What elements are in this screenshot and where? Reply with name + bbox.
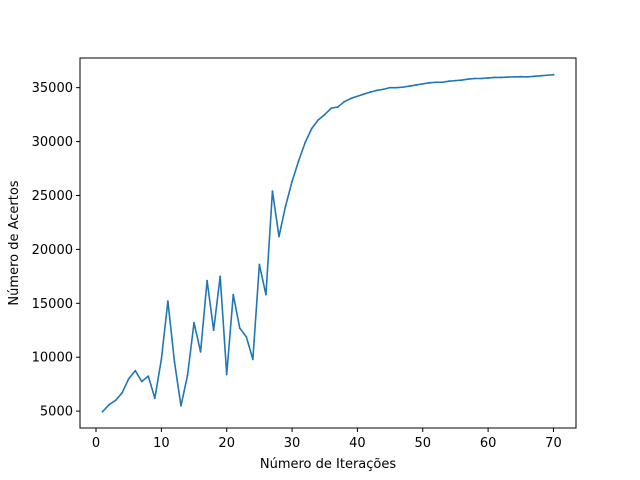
- data-point: [166, 300, 169, 303]
- x-tick-label: 70: [545, 436, 562, 451]
- data-point: [258, 263, 261, 266]
- data-point: [114, 399, 117, 402]
- data-point: [434, 81, 437, 84]
- data-point: [487, 77, 490, 79]
- y-tick-label: 20000: [32, 243, 73, 258]
- data-point: [225, 373, 228, 376]
- axes-frame: [79, 57, 577, 429]
- y-tick-label: 10000: [32, 351, 73, 366]
- data-point: [532, 75, 535, 78]
- data-point: [454, 79, 457, 82]
- data-point: [127, 377, 130, 380]
- data-point: [238, 327, 241, 330]
- data-point: [160, 358, 163, 361]
- x-tick-label: 0: [92, 436, 100, 451]
- data-point: [232, 293, 235, 296]
- data-point: [317, 119, 320, 121]
- data-point: [415, 84, 418, 86]
- data-point: [284, 205, 287, 208]
- data-point: [408, 85, 411, 87]
- data-point: [513, 75, 516, 78]
- data-point: [467, 78, 470, 80]
- data-point: [395, 86, 398, 89]
- data-point: [265, 293, 267, 296]
- data-point: [526, 75, 529, 78]
- data-point: [546, 74, 548, 77]
- data-point: [349, 97, 352, 100]
- y-tick-label: 5000: [40, 405, 73, 420]
- x-axis: 0 10 20 30 40 50 60 70: [92, 428, 562, 451]
- data-point: [389, 86, 391, 89]
- data-point: [343, 100, 346, 103]
- data-point: [552, 73, 555, 76]
- data-point: [121, 391, 124, 394]
- data-point: [500, 76, 503, 79]
- x-tick-label: 50: [414, 436, 431, 451]
- data-point: [271, 190, 274, 193]
- data-point: [369, 91, 372, 93]
- data-point: [278, 235, 280, 238]
- data-point: [461, 79, 463, 81]
- data-point: [251, 358, 254, 361]
- x-tick-label: 40: [349, 436, 366, 451]
- data-point: [402, 86, 405, 89]
- data-point: [199, 350, 202, 353]
- data-point: [382, 88, 385, 91]
- data-point: [173, 360, 176, 363]
- data-point: [336, 106, 339, 108]
- data-point: [539, 74, 542, 77]
- data-point: [376, 89, 378, 92]
- data-point: [291, 180, 293, 183]
- y-tick-label: 35000: [32, 81, 73, 96]
- data-point: [101, 410, 104, 413]
- y-tick-label: 30000: [32, 135, 73, 150]
- data-point: [421, 82, 424, 85]
- data-point: [193, 321, 195, 324]
- y-tick-label: 25000: [32, 189, 73, 204]
- data-point: [474, 77, 476, 80]
- data-point: [506, 76, 509, 78]
- series-line: [101, 73, 555, 413]
- data-point: [304, 141, 307, 144]
- data-point: [356, 95, 359, 98]
- data-point: [219, 275, 222, 278]
- data-point: [519, 75, 522, 78]
- x-tick-label: 30: [284, 436, 301, 451]
- y-tick-label: 15000: [32, 297, 73, 312]
- x-tick-label: 10: [153, 436, 170, 451]
- data-point: [297, 160, 300, 162]
- data-point: [186, 374, 189, 377]
- y-axis: 5000 10000 15000 20000 25000 30000 35000: [32, 81, 80, 420]
- data-point: [206, 279, 209, 282]
- y-axis-label: Número de Acertos: [7, 180, 22, 305]
- x-tick-label: 60: [480, 436, 497, 451]
- plot-area: [101, 73, 555, 413]
- data-point: [310, 127, 313, 130]
- data-point: [448, 80, 450, 83]
- data-point: [140, 380, 143, 383]
- data-point: [180, 404, 182, 407]
- data-point: [323, 113, 326, 116]
- data-point: [147, 375, 150, 377]
- data-point: [441, 81, 444, 84]
- data-point: [428, 81, 431, 84]
- data-point: [493, 76, 496, 79]
- data-point: [245, 335, 248, 338]
- data-point: [212, 329, 215, 332]
- data-point: [480, 77, 483, 80]
- data-point: [134, 369, 137, 372]
- x-tick-label: 20: [218, 436, 235, 451]
- data-point: [330, 107, 333, 110]
- data-point: [108, 403, 110, 406]
- x-axis-label: Número de Iterações: [260, 457, 396, 472]
- data-point: [153, 397, 156, 400]
- data-point: [363, 93, 365, 96]
